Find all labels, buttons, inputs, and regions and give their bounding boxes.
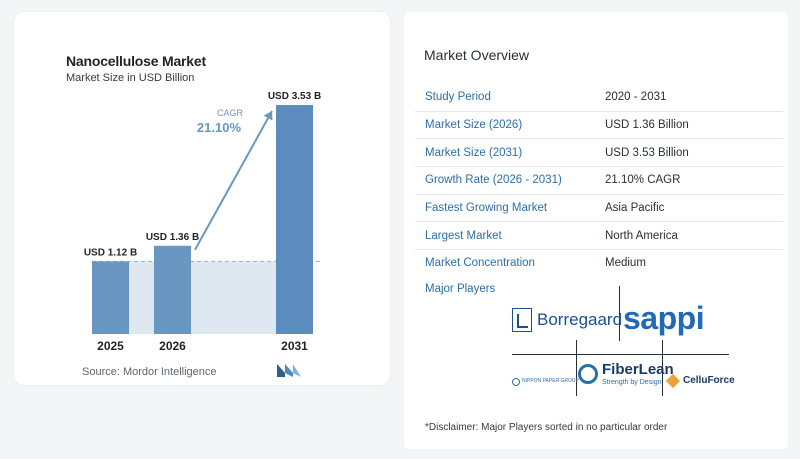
- nippon-paper-mark-icon: [512, 378, 520, 386]
- overview-row-label: Study Period: [425, 91, 491, 104]
- celluforce-name: CelluForce: [683, 375, 735, 386]
- players-divider-vertical-right: [662, 340, 663, 396]
- overview-row-value: Medium: [605, 257, 646, 270]
- sappi-logo: sappi: [623, 300, 705, 336]
- source-text: Source: Mordor Intelligence: [82, 366, 217, 378]
- overview-row-value: Asia Pacific: [605, 202, 665, 215]
- overview-row-label: Market Size (2026): [425, 119, 523, 132]
- chart-title: Nanocellulose Market: [66, 53, 206, 69]
- nippon-paper-logo: NIPPON PAPER GROUP: [512, 376, 579, 390]
- celluforce-mark-icon: [665, 373, 681, 389]
- overview-row: Market Size (2031) USD 3.53 Billion: [415, 139, 783, 168]
- cagr-arrowhead-icon: [263, 111, 273, 121]
- fiberlean-mark-icon: [578, 364, 598, 384]
- mordor-logo-icon: [277, 364, 301, 377]
- fiberlean-logo: FiberLean Strength by Design: [578, 360, 674, 392]
- x-tick-label-2031: 2031: [281, 339, 308, 353]
- cagr-arrow-line: [194, 110, 273, 251]
- data-label-2026: USD 1.36 B: [146, 232, 199, 243]
- borregaard-name: Borregaard: [537, 310, 623, 329]
- data-label-2031: USD 3.53 B: [268, 91, 321, 102]
- overview-row: Growth Rate (2026 - 2031) 21.10% CAGR: [415, 167, 783, 195]
- borregaard-logo: Borregaard: [512, 304, 622, 336]
- borregaard-emblem-icon: [512, 308, 532, 332]
- players-divider-horizontal: [512, 354, 729, 355]
- overview-row: Fastest Growing Market Asia Pacific: [415, 195, 783, 223]
- cagr-value: 21.10%: [197, 120, 242, 135]
- overview-title: Market Overview: [424, 47, 530, 63]
- overview-row-label: Largest Market: [425, 229, 502, 242]
- overview-row-label: Growth Rate (2026 - 2031): [425, 174, 562, 187]
- bar-2026: [154, 245, 191, 334]
- nippon-paper-name: NIPPON PAPER GROUP: [522, 378, 579, 384]
- overview-table: Study Period 2020 - 2031 Market Size (2026…: [415, 84, 783, 277]
- chart-subtitle: Market Size in USD Billion: [66, 72, 195, 84]
- fiberlean-name: FiberLean: [602, 361, 674, 378]
- bar-2025: [92, 261, 129, 334]
- overview-row-label: Fastest Growing Market: [425, 202, 548, 215]
- celluforce-logo: CelluForce: [665, 373, 735, 390]
- overview-row-value: USD 1.36 Billion: [605, 119, 689, 132]
- overview-row-value: USD 3.53 Billion: [605, 146, 689, 159]
- overview-row: Market Size (2026) USD 1.36 Billion: [415, 112, 783, 140]
- overview-row-value: North America: [605, 229, 678, 242]
- x-tick-label-2025: 2025: [97, 339, 124, 353]
- cagr-label: CAGR: [217, 108, 244, 118]
- fiberlean-tagline: Strength by Design: [602, 379, 662, 386]
- bar-2031: [276, 105, 313, 334]
- players-divider-vertical-top: [619, 286, 620, 341]
- overview-row-value: 2020 - 2031: [605, 91, 667, 104]
- major-players-title: Major Players: [425, 283, 496, 295]
- players-divider-vertical-left: [576, 340, 577, 396]
- disclaimer-text: *Disclaimer: Major Players sorted in no …: [425, 422, 668, 433]
- overview-row-label: Market Size (2031): [425, 146, 523, 159]
- x-tick-label-2026: 2026: [159, 339, 186, 353]
- data-label-2025: USD 1.12 B: [84, 247, 137, 258]
- overview-row-label: Market Concentration: [425, 257, 535, 270]
- bar-chart: USD 1.12 B 2025 USD 1.36 B 2026 USD 3.53 B 20…: [84, 91, 321, 353]
- overview-row-value: 21.10% CAGR: [605, 174, 681, 187]
- overview-row: Market Concentration Medium: [415, 250, 783, 277]
- overview-row: Largest Market North America: [415, 222, 783, 251]
- overview-row: Study Period 2020 - 2031: [415, 84, 783, 112]
